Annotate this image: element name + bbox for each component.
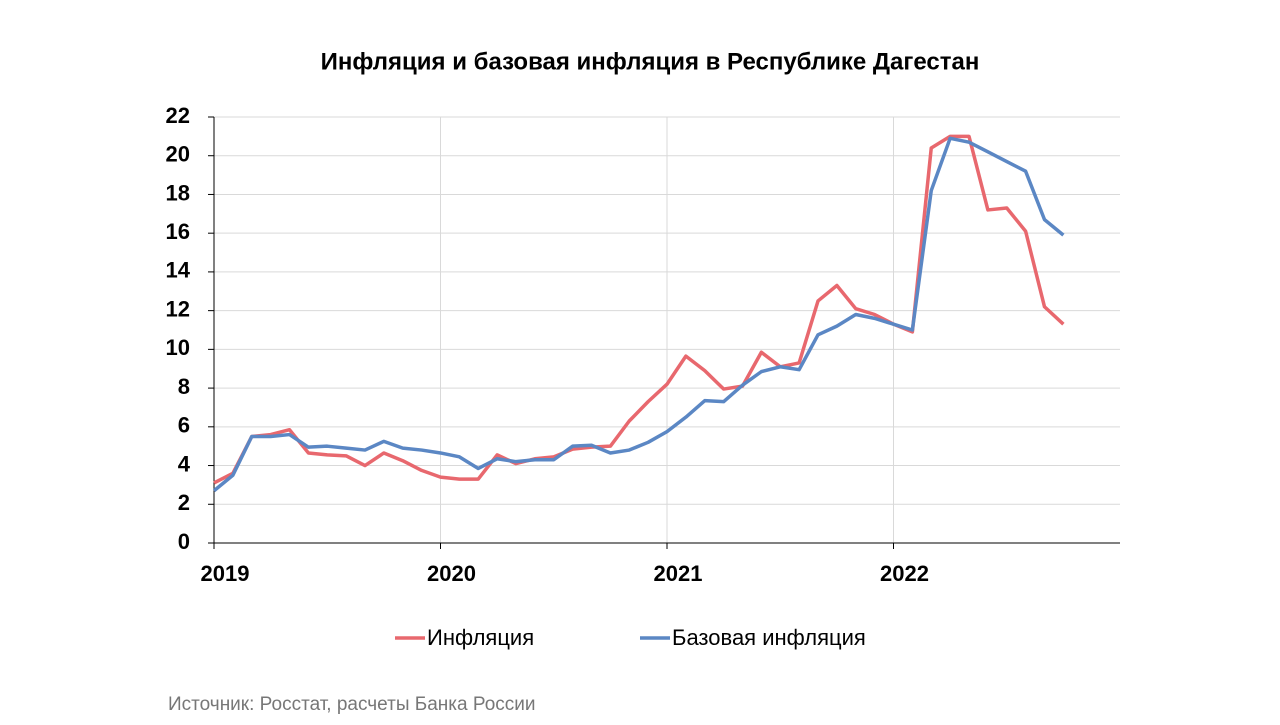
legend-label: Базовая инфляция xyxy=(672,625,866,650)
y-tick-label: 14 xyxy=(166,258,191,283)
y-tick-label: 6 xyxy=(178,413,190,438)
x-tick-label: 2019 xyxy=(201,561,250,586)
y-tick-label: 18 xyxy=(166,180,190,205)
series-line xyxy=(212,136,1065,493)
y-tick-label: 16 xyxy=(166,219,190,244)
series-line xyxy=(213,134,1065,485)
x-tick-label: 2022 xyxy=(880,561,929,586)
y-tick-label: 4 xyxy=(178,451,191,476)
chart-title: Инфляция и базовая инфляция в Республике… xyxy=(321,48,980,75)
y-tick-label: 12 xyxy=(166,296,190,321)
y-tick-label: 20 xyxy=(166,142,190,167)
legend-label: Инфляция xyxy=(427,625,534,650)
y-tick-label: 8 xyxy=(178,374,190,399)
y-tick-label: 22 xyxy=(166,103,190,128)
y-tick-label: 10 xyxy=(166,335,190,360)
y-tick-label: 2 xyxy=(178,490,190,515)
source-note: Источник: Росстат, расчеты Банка России xyxy=(168,694,536,715)
y-tick-label: 0 xyxy=(178,529,190,554)
x-tick-label: 2020 xyxy=(427,561,476,586)
x-tick-label: 2021 xyxy=(654,561,703,586)
